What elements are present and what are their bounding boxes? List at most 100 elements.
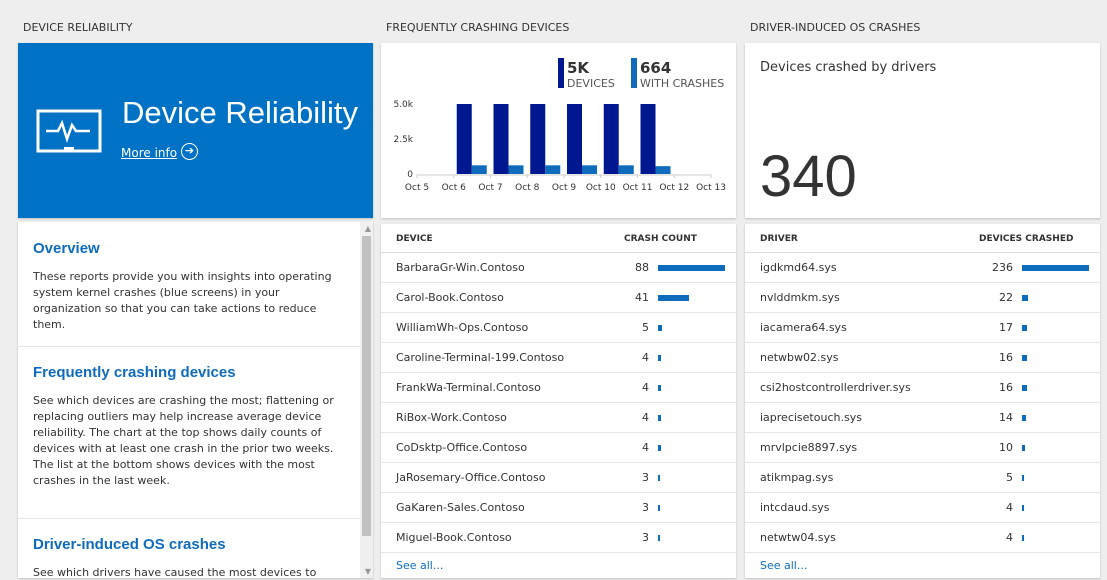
- arrow-right-circle-icon[interactable]: ➔: [181, 143, 198, 160]
- row-name[interactable]: Caroline-Terminal-199.Contoso: [396, 351, 565, 364]
- x-tick-label: Oct 8: [515, 183, 539, 193]
- crash-chart-card[interactable]: Oct 5 Oct 6 Oct 7 Oct 8 Oct 9 Oct 10 Oct 11 Oct…: [381, 43, 736, 218]
- column-header-driver[interactable]: DRIVER: [760, 234, 798, 244]
- table-row[interactable]: iacamera64.sys 17: [745, 313, 1100, 343]
- row-count: 3: [642, 501, 649, 514]
- legend-swatch: [631, 58, 637, 88]
- row-name[interactable]: atikmpag.sys: [760, 471, 834, 484]
- devices-table: DEVICE CRASH COUNT See all... BarbaraGr-W…: [381, 224, 736, 578]
- row-name[interactable]: BarbaraGr-Win.Contoso: [396, 261, 525, 274]
- scroll-up-icon[interactable]: ▲: [364, 224, 371, 233]
- table-row[interactable]: atikmpag.sys 5: [745, 463, 1100, 493]
- table-row[interactable]: iaprecisetouch.sys 14: [745, 403, 1100, 433]
- more-info-link[interactable]: More info: [121, 146, 178, 160]
- bar-with-crashes: [471, 165, 487, 174]
- row-name[interactable]: netwtw04.sys: [760, 531, 836, 544]
- x-tick-label: Oct 5: [405, 183, 429, 193]
- row-count: 10: [999, 441, 1013, 454]
- row-name[interactable]: Carol-Book.Contoso: [396, 291, 504, 304]
- row-name[interactable]: FrankWa-Terminal.Contoso: [396, 381, 541, 394]
- hero-tile[interactable]: Device Reliability More info ➔: [18, 43, 373, 218]
- summary-value: 340: [760, 144, 857, 209]
- row-name[interactable]: netwbw02.sys: [760, 351, 839, 364]
- table-row[interactable]: nvlddmkm.sys 22: [745, 283, 1100, 313]
- row-count: 3: [642, 531, 649, 544]
- column-header-devices-crashed[interactable]: DEVICES CRASHED: [979, 234, 1074, 244]
- row-name[interactable]: Miguel-Book.Contoso: [396, 531, 512, 544]
- scroll-down-icon[interactable]: ▼: [364, 567, 371, 576]
- count-bar: [658, 265, 725, 271]
- row-count: 4: [642, 411, 649, 424]
- count-bar: [658, 445, 662, 451]
- row-count: 5: [642, 321, 649, 334]
- table-row[interactable]: csi2hostcontrollerdriver.sys 16: [745, 373, 1100, 403]
- row-name[interactable]: WilliamWh-Ops.Contoso: [396, 321, 529, 334]
- table-row[interactable]: Miguel-Book.Contoso 3: [381, 523, 736, 553]
- row-name[interactable]: igdkmd64.sys: [760, 261, 837, 274]
- drivers-summary-card[interactable]: Devices crashed by drivers 340: [745, 43, 1100, 218]
- bar-devices: [456, 104, 472, 174]
- x-tick-label: Oct 6: [442, 183, 466, 193]
- table-header: DRIVER DEVICES CRASHED: [745, 224, 1100, 253]
- see-all-drivers-link[interactable]: See all...: [760, 559, 808, 572]
- row-name[interactable]: CoDsktp-Office.Contoso: [396, 441, 528, 454]
- y-tick-label: 2.5k: [393, 135, 413, 145]
- row-count: 4: [642, 351, 649, 364]
- row-name[interactable]: csi2hostcontrollerdriver.sys: [760, 381, 911, 394]
- table-header: DEVICE CRASH COUNT: [381, 224, 736, 253]
- bar-devices: [603, 104, 619, 174]
- x-tick-label: Oct 13: [696, 183, 726, 193]
- table-row[interactable]: GaKaren-Sales.Contoso 3: [381, 493, 736, 523]
- bar-devices: [530, 104, 546, 174]
- row-name[interactable]: RiBox-Work.Contoso: [396, 411, 507, 424]
- table-row[interactable]: Carol-Book.Contoso 41: [381, 283, 736, 313]
- row-name[interactable]: intcdaud.sys: [760, 501, 830, 514]
- table-row[interactable]: intcdaud.sys 4: [745, 493, 1100, 523]
- table-row[interactable]: netwbw02.sys 16: [745, 343, 1100, 373]
- table-row[interactable]: CoDsktp-Office.Contoso 4: [381, 433, 736, 463]
- x-tick-label: Oct 9: [552, 183, 576, 193]
- table-row[interactable]: FrankWa-Terminal.Contoso 4: [381, 373, 736, 403]
- column-header-device[interactable]: DEVICE: [396, 234, 433, 244]
- table-row[interactable]: BarbaraGr-Win.Contoso 88: [381, 253, 736, 283]
- bar-with-crashes: [618, 165, 634, 174]
- table-row[interactable]: RiBox-Work.Contoso 4: [381, 403, 736, 433]
- see-all-devices-link[interactable]: See all...: [396, 559, 444, 572]
- row-name[interactable]: mrvlpcie8897.sys: [760, 441, 858, 454]
- row-count: 16: [999, 351, 1013, 364]
- count-bar: [658, 325, 662, 331]
- row-count: 16: [999, 381, 1013, 394]
- row-name[interactable]: GaKaren-Sales.Contoso: [396, 501, 525, 514]
- row-count: 4: [642, 381, 649, 394]
- monitor-pulse-icon: [36, 109, 102, 153]
- table-row[interactable]: Caroline-Terminal-199.Contoso 4: [381, 343, 736, 373]
- crash-chart: Oct 5 Oct 6 Oct 7 Oct 8 Oct 9 Oct 10 Oct 11 Oct…: [393, 58, 726, 193]
- scrollbar[interactable]: ▲ ▼: [360, 222, 373, 578]
- count-bar: [1022, 535, 1024, 541]
- row-name[interactable]: nvlddmkm.sys: [760, 291, 840, 304]
- x-tick-label: Oct 11: [623, 183, 653, 193]
- count-bar: [658, 385, 662, 391]
- count-bar: [1022, 415, 1026, 421]
- column-header-crash-count[interactable]: CRASH COUNT: [624, 234, 697, 244]
- section-text: See which drivers have caused the most d…: [33, 566, 317, 578]
- table-row[interactable]: JaRosemary-Office.Contoso 3: [381, 463, 736, 493]
- table-row[interactable]: mrvlpcie8897.sys 10: [745, 433, 1100, 463]
- count-bar: [658, 505, 661, 511]
- row-name[interactable]: JaRosemary-Office.Contoso: [396, 471, 546, 484]
- row-name[interactable]: iacamera64.sys: [760, 321, 847, 334]
- table-row[interactable]: WilliamWh-Ops.Contoso 5: [381, 313, 736, 343]
- section-heading: Frequently crashing devices: [33, 364, 236, 381]
- overview-section: Overview These reports provide you with i…: [18, 240, 360, 333]
- table-row[interactable]: igdkmd64.sys 236: [745, 253, 1100, 283]
- legend-swatch: [558, 58, 564, 88]
- row-name[interactable]: iaprecisetouch.sys: [760, 411, 862, 424]
- bar-with-crashes: [545, 165, 561, 174]
- row-count: 4: [642, 441, 649, 454]
- scrollbar-thumb[interactable]: [362, 236, 371, 536]
- section-text: These reports provide you with insights …: [33, 270, 332, 331]
- table-row[interactable]: netwtw04.sys 4: [745, 523, 1100, 553]
- row-count: 4: [1006, 531, 1013, 544]
- count-bar: [1022, 445, 1025, 451]
- x-tick-label: Oct 10: [586, 183, 616, 193]
